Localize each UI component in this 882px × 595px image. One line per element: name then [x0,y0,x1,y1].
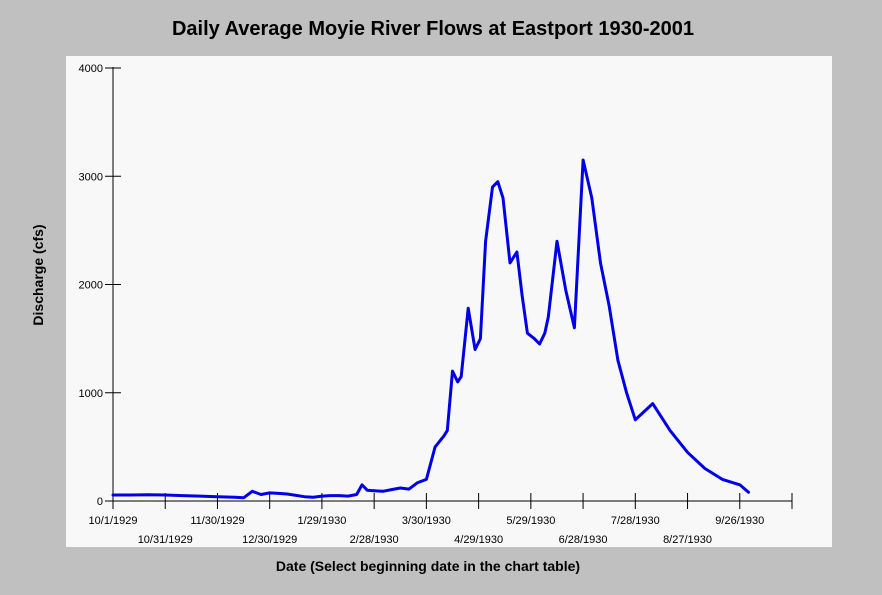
x-tick-label: 12/30/1929 [242,534,297,546]
x-tick-label: 3/30/1930 [402,515,451,527]
x-tick-label: 4/29/1930 [454,534,503,546]
x-tick-label: 9/26/1930 [715,515,764,527]
y-tick-label: 0 [97,496,103,508]
chart-title: Daily Average Moyie River Flows at Eastp… [171,18,695,40]
y-tick-label: 4000 [79,63,103,75]
x-tick-label: 11/30/1929 [190,515,244,527]
x-axis-title: Date (Select beginning date in the chart… [275,558,581,574]
x-tick-label: 8/27/1930 [663,534,712,546]
plot-panel [66,56,832,547]
discharge-series-line [111,158,750,500]
y-tick-label: 2000 [79,280,103,292]
x-tick-label: 7/28/1930 [611,515,660,527]
x-tick-label: 1/29/1930 [297,515,346,527]
x-tick-label: 2/28/1930 [350,534,399,546]
x-tick-label: 10/1/1929 [89,515,138,527]
x-tick-label: 5/29/1930 [506,515,555,527]
y-axis-title: Discharge (cfs) [30,224,46,326]
x-tick-label: 10/31/1929 [138,534,193,546]
y-tick-label: 1000 [79,388,103,400]
y-tick-label: 3000 [79,171,103,183]
x-tick-label: 6/28/1930 [559,534,608,546]
